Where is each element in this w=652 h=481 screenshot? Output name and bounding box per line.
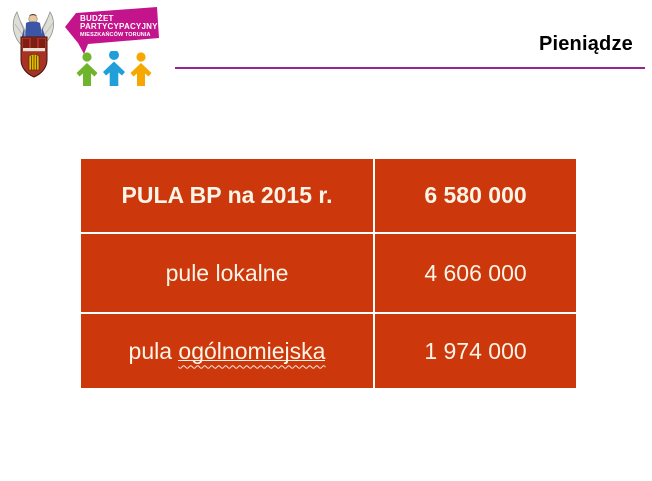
table-row3-value: 1 974 000 <box>375 314 576 388</box>
orange-person-icon <box>130 52 152 86</box>
table-row2-label: pule lokalne <box>81 234 373 312</box>
table-row1-value: 6 580 000 <box>375 159 576 232</box>
budget-logo: BUDŻET PARTYCYPACYJNY MIESZKAŃCÓW TORUNI… <box>63 6 161 88</box>
torun-coat-of-arms <box>12 11 54 78</box>
green-person-icon <box>76 52 98 86</box>
shield-band <box>23 48 45 52</box>
table-row2-value: 4 606 000 <box>375 234 576 312</box>
speech-bubble <box>65 7 159 54</box>
table-row3-label-underlined: ogólnomiejska <box>178 337 326 364</box>
table-row3-label: pula ogólnomiejska <box>81 314 373 388</box>
budget-pools-table: PULA BP na 2015 r. 6 580 000 pule lokaln… <box>81 159 576 388</box>
page-title: Pieniądze <box>538 33 633 55</box>
people-icons <box>76 51 152 86</box>
speech-bubble-shape <box>65 7 159 54</box>
table-row1-label: PULA BP na 2015 r. <box>81 159 373 232</box>
angel-robe <box>25 21 43 40</box>
table-row3-label-prefix: pula <box>128 337 179 364</box>
header-divider-line <box>175 67 645 69</box>
blue-person-icon <box>103 51 125 86</box>
